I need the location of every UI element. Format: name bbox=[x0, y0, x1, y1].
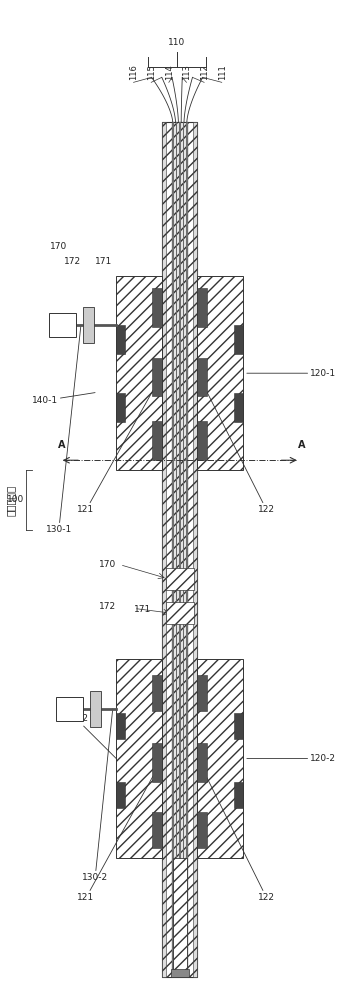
Text: 171: 171 bbox=[134, 605, 151, 614]
Bar bbox=[116, 393, 125, 422]
Text: A: A bbox=[298, 440, 305, 450]
Bar bbox=[183, 122, 185, 977]
Bar bbox=[162, 122, 166, 977]
Bar bbox=[197, 675, 207, 711]
Bar bbox=[197, 659, 243, 858]
Text: 172: 172 bbox=[99, 602, 116, 611]
Text: 115: 115 bbox=[147, 65, 156, 80]
Bar bbox=[234, 713, 243, 739]
Bar bbox=[197, 812, 207, 848]
Text: 100: 100 bbox=[7, 495, 24, 504]
Bar bbox=[116, 713, 125, 739]
Bar bbox=[197, 288, 207, 327]
Text: 130-1: 130-1 bbox=[46, 325, 81, 534]
Bar bbox=[116, 325, 125, 354]
Text: 170: 170 bbox=[50, 242, 67, 251]
Bar bbox=[165, 568, 194, 589]
Bar bbox=[56, 697, 83, 721]
Bar bbox=[152, 743, 162, 782]
Bar bbox=[172, 122, 174, 977]
Bar bbox=[176, 122, 177, 977]
Text: 114: 114 bbox=[165, 65, 174, 80]
Bar bbox=[116, 782, 125, 808]
Bar bbox=[234, 393, 243, 422]
Bar bbox=[152, 358, 162, 396]
Bar bbox=[234, 782, 243, 808]
Bar bbox=[197, 743, 207, 782]
Bar bbox=[193, 122, 197, 977]
Text: 112: 112 bbox=[200, 65, 209, 80]
Text: 140-2: 140-2 bbox=[63, 714, 116, 759]
Text: 122: 122 bbox=[202, 768, 275, 902]
Bar bbox=[152, 288, 162, 327]
Bar bbox=[162, 122, 197, 977]
Bar bbox=[83, 307, 94, 343]
Bar bbox=[234, 325, 243, 354]
Text: 111: 111 bbox=[218, 65, 227, 80]
Text: 未端結構体: 未端結構体 bbox=[5, 484, 15, 516]
Text: 121: 121 bbox=[78, 768, 157, 902]
Text: 130-2: 130-2 bbox=[82, 709, 113, 882]
Text: 120-1: 120-1 bbox=[247, 369, 336, 378]
Bar bbox=[171, 969, 188, 977]
Text: 121: 121 bbox=[78, 383, 157, 514]
Bar bbox=[116, 276, 162, 470]
Bar bbox=[152, 812, 162, 848]
Text: 122: 122 bbox=[202, 383, 275, 514]
Text: A: A bbox=[58, 440, 65, 450]
Bar bbox=[152, 421, 162, 460]
Bar bbox=[186, 122, 188, 977]
Bar bbox=[179, 122, 181, 977]
Bar bbox=[173, 858, 187, 977]
Bar bbox=[165, 602, 194, 624]
Bar bbox=[90, 691, 101, 727]
Text: 116: 116 bbox=[129, 64, 139, 80]
Bar bbox=[49, 313, 76, 337]
Bar bbox=[197, 276, 243, 470]
Bar bbox=[152, 675, 162, 711]
Bar bbox=[197, 358, 207, 396]
Text: 171: 171 bbox=[95, 257, 112, 266]
Text: 120-2: 120-2 bbox=[247, 754, 336, 763]
Text: 170: 170 bbox=[99, 560, 116, 569]
Text: 113: 113 bbox=[182, 64, 191, 80]
Text: 140-1: 140-1 bbox=[32, 393, 95, 405]
Text: 110: 110 bbox=[168, 38, 185, 47]
Text: 172: 172 bbox=[64, 257, 81, 266]
Bar bbox=[116, 659, 162, 858]
Bar bbox=[197, 421, 207, 460]
